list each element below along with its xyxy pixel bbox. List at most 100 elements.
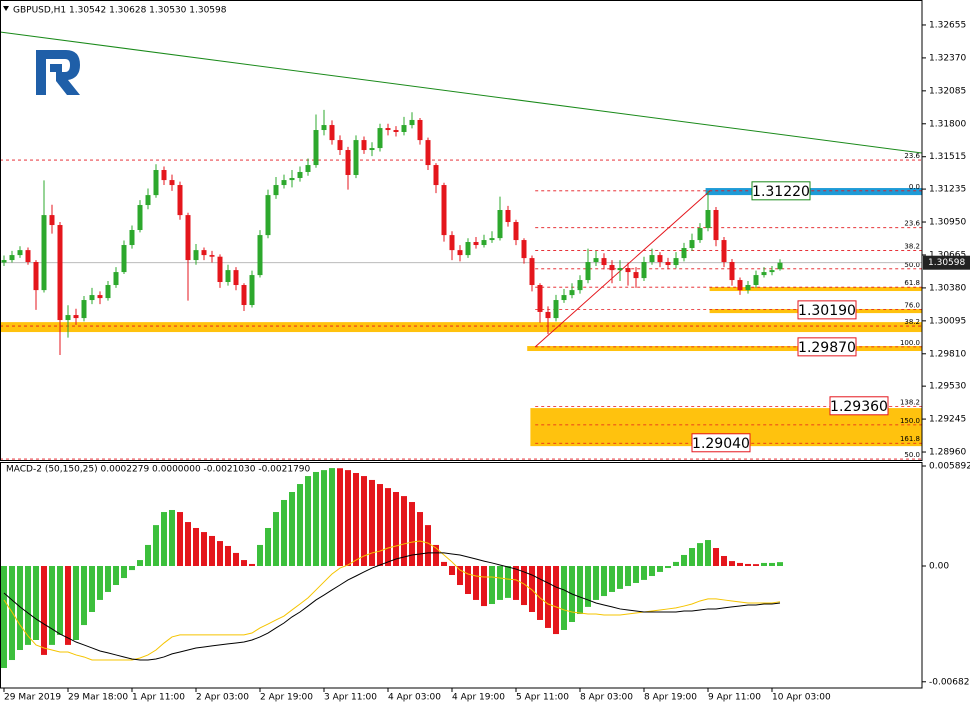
price-panel: 23.6 38.2 50.0 0.0 23.6 38.2 50.0 61.8 76.0 100.0… (0, 31, 922, 460)
histogram-bar (697, 543, 703, 566)
histogram-bar (81, 565, 87, 626)
histogram-bar (225, 545, 231, 566)
candle-body (769, 270, 775, 273)
candle-body (585, 262, 591, 281)
price-panel-frame (0, 0, 923, 461)
histogram-bar (209, 535, 215, 566)
x-tick-label: 29 Mar 18:00 (68, 693, 128, 703)
histogram-bar (649, 565, 655, 577)
histogram-bar (249, 563, 255, 566)
histogram-bar (505, 565, 511, 598)
candle-body (369, 148, 375, 151)
candle-body (9, 255, 15, 261)
candle-body (201, 250, 207, 256)
histogram-bar (9, 565, 15, 661)
price-label-box (751, 181, 811, 201)
candle-body (385, 128, 391, 131)
histogram-bar (713, 548, 719, 566)
candle-body (161, 170, 167, 181)
candle-body (329, 125, 335, 141)
last-price-tag (923, 255, 970, 270)
x-tick-label: 8 Apr 03:00 (580, 693, 633, 703)
histogram-bar (745, 563, 751, 566)
fib-level-label: 38.2 (904, 318, 920, 326)
y-tick-label: 1.29810 (929, 349, 966, 359)
fib-level-label: 138.2 (900, 398, 920, 406)
histogram-bar (545, 565, 551, 628)
histogram-bar (137, 560, 143, 566)
histogram-bar (577, 565, 583, 615)
histogram-bar (185, 522, 191, 566)
candle-body (89, 295, 95, 301)
histogram-bar (153, 525, 159, 566)
zone (705, 188, 922, 196)
y-tick-label: 1.29530 (929, 382, 966, 392)
x-tick-label: 4 Apr 19:00 (452, 693, 505, 703)
histogram-bar (297, 484, 303, 566)
candle-body (249, 275, 255, 306)
histogram-bar (393, 492, 399, 566)
candle-body (673, 258, 679, 266)
candle-body (513, 222, 519, 241)
candle-body (705, 210, 711, 229)
histogram-bar (481, 565, 487, 607)
histogram-bar (281, 499, 287, 566)
price-label: 1.30190 (798, 303, 856, 319)
candle-body (425, 140, 431, 166)
candle-body (641, 262, 647, 279)
histogram-bar (97, 565, 103, 600)
candle-body (593, 258, 599, 263)
candle-body (113, 272, 119, 286)
candle-body (529, 258, 535, 286)
candle-body (737, 280, 743, 291)
histogram-bar (617, 565, 623, 589)
histogram-bar (41, 565, 47, 655)
candle-body (713, 210, 719, 241)
candle-body (145, 195, 151, 206)
histogram-bar (689, 548, 695, 566)
y-tick-label: 1.31800 (929, 119, 966, 129)
candle-body (601, 258, 607, 266)
histogram-bar (465, 565, 471, 595)
candle-body (25, 250, 31, 263)
x-tick-label: 5 Apr 11:00 (516, 693, 569, 703)
histogram-bar (177, 512, 183, 566)
histogram-bar (193, 527, 199, 566)
candle-body (241, 285, 247, 306)
candle-body (745, 285, 751, 291)
histogram-bar (57, 565, 63, 635)
histogram-bar (201, 532, 207, 566)
candle-body (129, 230, 135, 246)
candle-body (409, 119, 415, 126)
histogram-bar (273, 512, 279, 566)
histogram-bar (305, 476, 311, 566)
histogram-bar (729, 561, 735, 566)
histogram-bar (553, 565, 559, 635)
candle-body (345, 150, 351, 175)
y-tick-label: 1.29245 (929, 415, 966, 425)
candle-body (417, 119, 423, 141)
candle-body (777, 262, 783, 270)
histogram-bar (409, 502, 415, 566)
candle-body (625, 268, 631, 273)
histogram-bar (761, 562, 767, 566)
histogram-bar (489, 565, 495, 605)
candle-body (137, 205, 143, 230)
candle-body (193, 250, 199, 261)
candle-body (337, 140, 343, 151)
x-tick-label: 4 Apr 03:00 (388, 693, 441, 703)
histogram-bar (457, 565, 463, 586)
price-label: 1.29870 (798, 340, 856, 356)
histogram-bar (497, 565, 503, 600)
histogram-bar (561, 565, 567, 630)
logo-bar (50, 64, 62, 72)
histogram-bar (449, 565, 455, 575)
candle-body (97, 295, 103, 299)
candle-body (65, 315, 71, 321)
candle-body (649, 255, 655, 263)
y-tick-label: 1.32655 (929, 20, 966, 30)
histogram-bar (769, 562, 775, 566)
histogram-bar (737, 562, 743, 566)
zone (0, 322, 922, 333)
